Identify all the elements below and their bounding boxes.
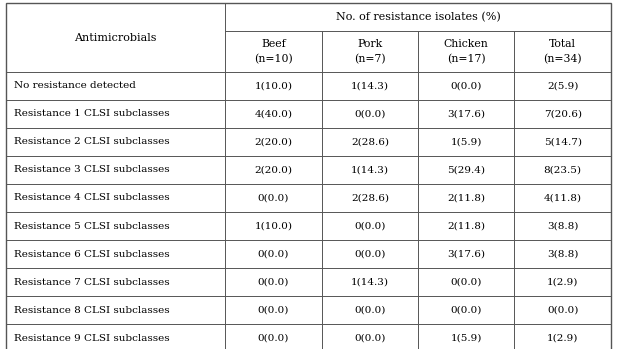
Text: 0(0.0): 0(0.0) [258,193,289,202]
Text: 0(0.0): 0(0.0) [354,306,386,315]
Text: (n=34): (n=34) [544,53,582,64]
Text: Resistance 2 CLSI subclasses: Resistance 2 CLSI subclasses [14,137,169,146]
Text: 2(28.6): 2(28.6) [351,137,389,146]
Text: (n=17): (n=17) [447,53,486,64]
Text: 0(0.0): 0(0.0) [547,306,578,315]
Text: 4(40.0): 4(40.0) [254,109,292,118]
Text: 0(0.0): 0(0.0) [450,81,482,90]
Text: 3(17.6): 3(17.6) [447,250,485,259]
Text: Chicken: Chicken [444,39,489,49]
Text: 0(0.0): 0(0.0) [258,306,289,315]
Text: Resistance 9 CLSI subclasses: Resistance 9 CLSI subclasses [14,334,169,343]
Text: 0(0.0): 0(0.0) [354,250,386,259]
Text: 7(20.6): 7(20.6) [544,109,582,118]
Text: 1(5.9): 1(5.9) [450,334,482,343]
Text: 1(14.3): 1(14.3) [351,165,389,174]
Text: 1(2.9): 1(2.9) [547,278,578,287]
Text: Pork: Pork [357,39,383,49]
Text: (n=7): (n=7) [354,53,386,64]
Text: 1(2.9): 1(2.9) [547,334,578,343]
Text: 0(0.0): 0(0.0) [258,278,289,287]
Text: 3(8.8): 3(8.8) [547,222,578,231]
Text: 5(14.7): 5(14.7) [544,137,582,146]
Text: 0(0.0): 0(0.0) [354,109,386,118]
Text: (n=10): (n=10) [254,53,293,64]
Text: 0(0.0): 0(0.0) [258,250,289,259]
Text: No resistance detected: No resistance detected [14,81,136,90]
Text: Resistance 8 CLSI subclasses: Resistance 8 CLSI subclasses [14,306,169,315]
Text: No. of resistance isolates (%): No. of resistance isolates (%) [336,12,500,23]
Text: Resistance 3 CLSI subclasses: Resistance 3 CLSI subclasses [14,165,169,174]
Text: Total: Total [549,39,576,49]
Text: Resistance 7 CLSI subclasses: Resistance 7 CLSI subclasses [14,278,169,287]
Text: 0(0.0): 0(0.0) [450,278,482,287]
Text: 0(0.0): 0(0.0) [354,334,386,343]
Text: 5(29.4): 5(29.4) [447,165,485,174]
Text: 2(28.6): 2(28.6) [351,193,389,202]
Text: 2(20.0): 2(20.0) [254,165,292,174]
Text: 1(14.3): 1(14.3) [351,278,389,287]
Text: 2(11.8): 2(11.8) [447,222,485,231]
Text: Resistance 4 CLSI subclasses: Resistance 4 CLSI subclasses [14,193,169,202]
Text: Resistance 6 CLSI subclasses: Resistance 6 CLSI subclasses [14,250,169,259]
Text: 0(0.0): 0(0.0) [258,334,289,343]
Text: 4(11.8): 4(11.8) [544,193,582,202]
Text: Resistance 1 CLSI subclasses: Resistance 1 CLSI subclasses [14,109,169,118]
Text: 1(14.3): 1(14.3) [351,81,389,90]
Text: 0(0.0): 0(0.0) [450,306,482,315]
Text: 2(11.8): 2(11.8) [447,193,485,202]
Text: 2(5.9): 2(5.9) [547,81,578,90]
Text: Beef: Beef [261,39,286,49]
Text: 8(23.5): 8(23.5) [544,165,582,174]
Text: Resistance 5 CLSI subclasses: Resistance 5 CLSI subclasses [14,222,169,231]
Text: 3(8.8): 3(8.8) [547,250,578,259]
Text: 1(5.9): 1(5.9) [450,137,482,146]
Text: 2(20.0): 2(20.0) [254,137,292,146]
Text: Antimicrobials: Antimicrobials [75,32,157,43]
Text: 1(10.0): 1(10.0) [254,81,292,90]
Text: 0(0.0): 0(0.0) [354,222,386,231]
Text: 3(17.6): 3(17.6) [447,109,485,118]
Text: 1(10.0): 1(10.0) [254,222,292,231]
